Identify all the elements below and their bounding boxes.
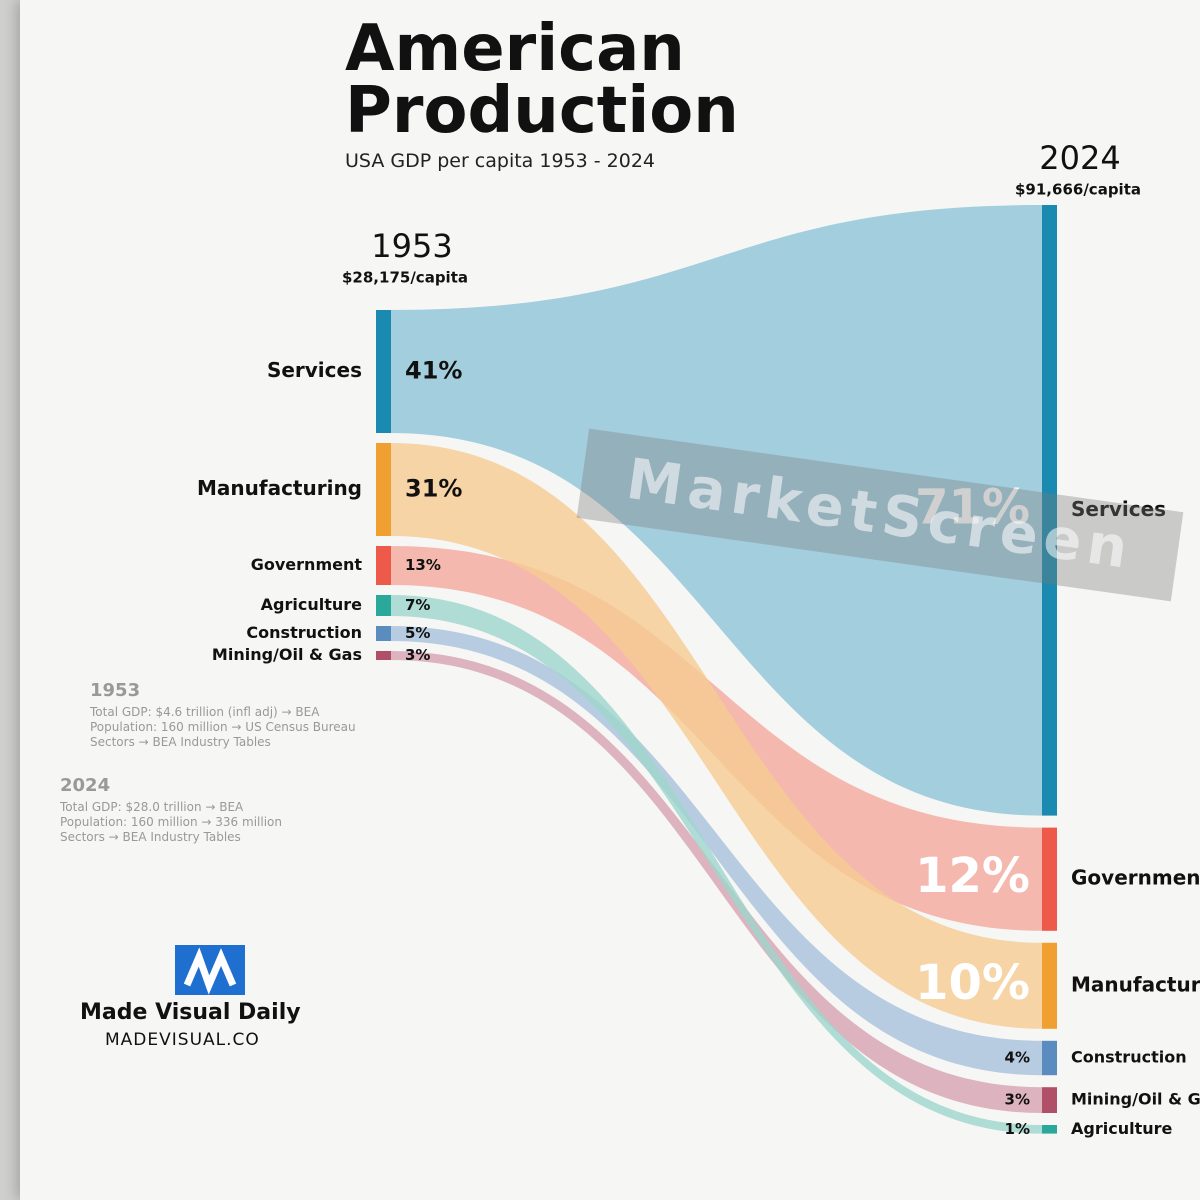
column-per-capita: $28,175/capita (342, 269, 468, 287)
node-label: Government (251, 555, 363, 574)
node-bar (376, 546, 391, 585)
node-label: Manufacturing (197, 476, 362, 500)
note-line: Total GDP: $28.0 trillion → BEA (60, 800, 244, 814)
node-label: Construction (1071, 1048, 1187, 1067)
value-label: 3% (405, 646, 430, 664)
node-bar (376, 310, 391, 433)
notes-1953: 1953 Total GDP: $4.6 trillion (infl adj)… (90, 680, 356, 750)
value-label: 4% (1005, 1049, 1030, 1067)
value-label: 31% (405, 475, 462, 503)
logo-stroke (183, 947, 237, 995)
note-heading: 2024 (60, 775, 111, 796)
chart-title: American Production (345, 12, 739, 148)
note-line: Population: 160 million → 336 million (60, 815, 282, 829)
value-label: 1% (1005, 1120, 1030, 1138)
node-label: Services (267, 358, 362, 382)
column-year: 1953 (371, 227, 452, 265)
note-heading: 1953 (90, 680, 141, 701)
node-bar (1042, 1125, 1057, 1134)
column-per-capita: $91,666/capita (1015, 181, 1141, 199)
node-label: Government (1071, 866, 1200, 890)
notes-2024: 2024 Total GDP: $28.0 trillion → BEA Pop… (60, 775, 282, 845)
note-line: Population: 160 million → US Census Bure… (90, 720, 356, 734)
value-label: 71% (915, 479, 1030, 535)
note-line: Sectors → BEA Industry Tables (90, 735, 271, 749)
value-label: 5% (405, 624, 430, 642)
flow (391, 443, 1042, 1029)
flow (391, 595, 1042, 1134)
brand-logo (175, 945, 245, 995)
node-bar (1042, 205, 1057, 816)
node-label: Agriculture (1071, 1119, 1173, 1138)
node-bar (1042, 1087, 1057, 1113)
brand-name: Made Visual Daily (80, 1000, 301, 1025)
brand-url: MADEVISUAL.CO (105, 1030, 260, 1050)
node-bar (376, 443, 391, 536)
chart-subtitle: USA GDP per capita 1953 - 2024 (345, 150, 656, 172)
node-bar (376, 651, 391, 660)
value-label: 12% (915, 848, 1030, 904)
note-line: Total GDP: $4.6 trillion (infl adj) → BE… (90, 705, 320, 719)
flow (391, 626, 1042, 1076)
flow (391, 651, 1042, 1113)
value-label: 7% (405, 596, 430, 614)
node-label: Services (1071, 497, 1166, 521)
node-label: Mining/Oil & Gas (1071, 1090, 1200, 1109)
brand-logo-mark (183, 947, 237, 995)
column-year: 2024 (1039, 139, 1120, 177)
value-label: 13% (405, 556, 441, 574)
value-label: 3% (1005, 1091, 1030, 1109)
node-label: Manufacturing (1071, 972, 1200, 996)
node-bar (1042, 942, 1057, 1029)
value-label: 10% (915, 955, 1030, 1011)
node-bar (1042, 1040, 1057, 1076)
node-label: Construction (246, 623, 362, 642)
node-label: Agriculture (261, 595, 363, 614)
node-bar (376, 595, 391, 616)
node-bar (1042, 827, 1057, 931)
value-label: 41% (405, 357, 462, 385)
node-label: Mining/Oil & Gas (212, 645, 362, 664)
note-line: Sectors → BEA Industry Tables (60, 830, 241, 844)
node-bar (376, 626, 391, 641)
flow (391, 205, 1042, 816)
